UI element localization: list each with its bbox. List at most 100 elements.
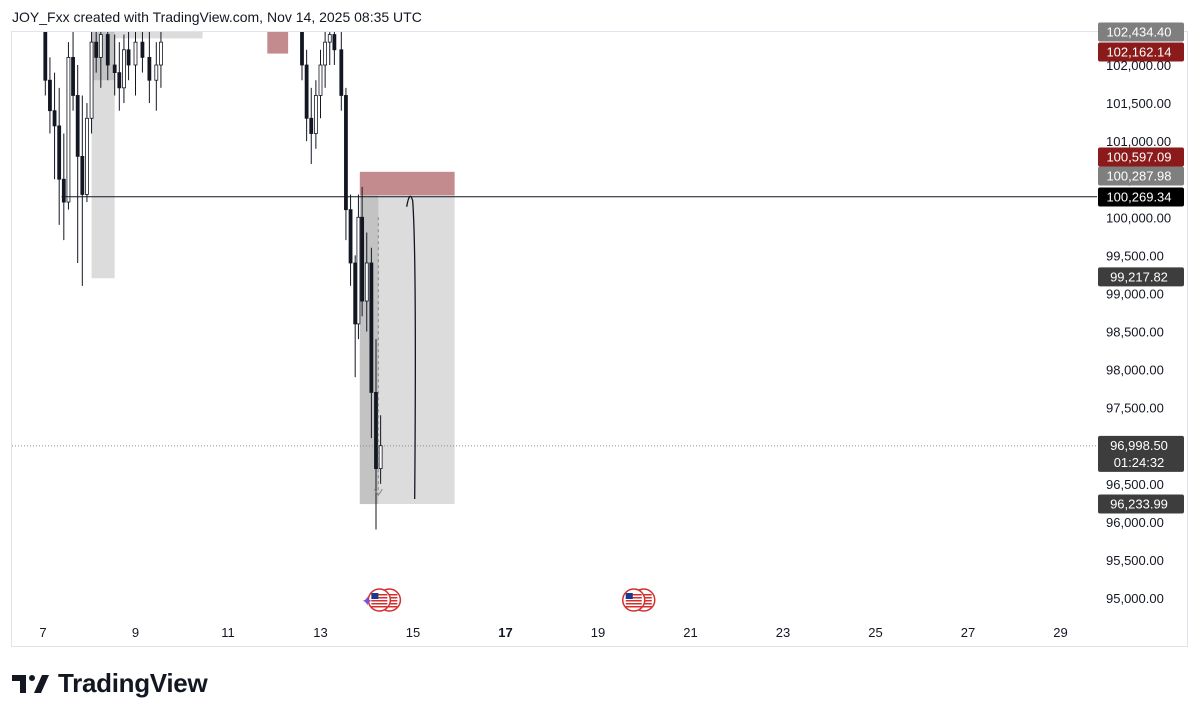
price-tag-bg xyxy=(1098,494,1184,514)
x-tick-label: 7 xyxy=(39,625,46,640)
x-tick-label: 15 xyxy=(406,625,420,640)
y-tick-label: 98,000.00 xyxy=(1106,363,1164,378)
price-tag: 100,597.09 xyxy=(1098,147,1184,167)
candle-body xyxy=(43,32,48,81)
candle-body xyxy=(57,125,62,180)
flag-stripe xyxy=(625,597,642,599)
price-tag: 100,287.98 xyxy=(1098,166,1184,186)
y-tick-label: 96,500.00 xyxy=(1106,477,1164,492)
candles-layer xyxy=(43,32,383,530)
price-tag: 96,233.99 xyxy=(1098,494,1184,514)
candle-7 xyxy=(75,65,80,263)
candle-11 xyxy=(94,32,99,73)
candle-body xyxy=(348,209,353,264)
candle-body xyxy=(52,110,57,127)
y-tick-label: 101,000.00 xyxy=(1106,134,1171,149)
candle-22 xyxy=(159,32,163,88)
candle-body xyxy=(140,41,145,58)
candle-body xyxy=(71,56,75,96)
price-tag-label: 96,998.50 xyxy=(1110,438,1168,453)
candle-18 xyxy=(133,32,138,96)
candle-body xyxy=(339,49,344,96)
candle-body xyxy=(353,262,358,325)
flag-stripe xyxy=(635,606,652,608)
candle-39 xyxy=(374,339,378,530)
price-tag: 102,162.14 xyxy=(1098,42,1184,62)
tradingview-footer: TradingView xyxy=(12,668,208,699)
x-tick-label: 17 xyxy=(498,625,512,640)
candle-body xyxy=(327,34,332,43)
y-axis: 95,000.0095,500.0096,000.0096,500.0097,0… xyxy=(1106,58,1171,606)
candle-28 xyxy=(323,32,328,88)
candle-body xyxy=(85,117,89,195)
candle-20 xyxy=(147,32,152,104)
y-tick-label: 98,500.00 xyxy=(1106,325,1164,340)
x-tick-label: 9 xyxy=(132,625,139,640)
flag-stripe xyxy=(371,606,388,608)
flag-stripe xyxy=(381,606,398,608)
price-tag-bg xyxy=(1098,147,1184,167)
x-axis: 7 9 11 13 15 17 19 21 23 25 27 29 xyxy=(39,625,1067,640)
candle-body xyxy=(364,262,369,302)
price-tag: 96,998.50 01:24:32 xyxy=(1098,435,1184,472)
y-tick-label: 95,500.00 xyxy=(1106,553,1164,568)
us-flag-event-icon[interactable] xyxy=(622,588,646,612)
us-flag-event-icon[interactable] xyxy=(367,588,392,612)
candle-13 xyxy=(105,32,110,81)
y-tick-label: 96,000.00 xyxy=(1106,515,1164,530)
candle-8 xyxy=(80,95,85,286)
candle-1 xyxy=(48,57,52,134)
flag-stripe xyxy=(371,597,388,599)
candle-32 xyxy=(344,87,348,241)
events-layer[interactable]: ✦ xyxy=(361,588,656,612)
candle-19 xyxy=(140,32,145,73)
zones-layer xyxy=(91,32,455,505)
y-tick-label: 99,000.00 xyxy=(1106,286,1164,301)
candle-25 xyxy=(309,87,314,164)
candle-body xyxy=(117,72,122,89)
x-tick-label: 25 xyxy=(868,625,882,640)
candle-38 xyxy=(369,247,374,439)
candle-body xyxy=(374,392,378,469)
candle-body xyxy=(300,32,304,66)
candle-body xyxy=(98,34,103,58)
candle-body xyxy=(332,34,337,51)
flag-stripe xyxy=(625,606,642,608)
zone-3 xyxy=(267,32,289,54)
y-tick-label: 101,500.00 xyxy=(1106,96,1171,111)
candle-3 xyxy=(57,87,62,225)
zone-4 xyxy=(359,171,455,196)
candle-body xyxy=(360,216,365,302)
price-tag-label: 100,597.09 xyxy=(1106,150,1171,165)
lines-layer xyxy=(61,195,1097,500)
price-tag-label: 102,434.40 xyxy=(1106,25,1171,40)
price-tag-bg xyxy=(1098,42,1184,62)
candle-body xyxy=(48,79,52,112)
x-tick-label: 13 xyxy=(313,625,327,640)
candle-body xyxy=(89,41,94,119)
flag-stripe xyxy=(625,594,642,596)
candle-body xyxy=(75,95,80,157)
candle-body xyxy=(344,95,348,211)
candle-16 xyxy=(122,34,126,104)
price-tag-bg xyxy=(1098,166,1184,186)
candle-body xyxy=(133,41,138,66)
candle-40 xyxy=(378,415,383,484)
candle-body xyxy=(112,64,117,74)
flag-canton xyxy=(371,593,379,599)
price-tag: 102,434.40 xyxy=(1098,22,1184,42)
candle-24 xyxy=(304,49,309,142)
candle-6 xyxy=(71,32,75,111)
price-tag-bg xyxy=(1098,267,1184,287)
candle-body xyxy=(61,178,66,203)
candle-35 xyxy=(356,194,361,340)
candle-27 xyxy=(318,49,323,119)
flag-canton xyxy=(625,593,633,599)
candle-23 xyxy=(300,32,304,81)
candle-body xyxy=(147,56,152,81)
y-tick-label: 102,000.00 xyxy=(1106,58,1171,73)
candle-37 xyxy=(364,232,369,332)
candle-33 xyxy=(348,194,353,286)
y-tick-label: 100,000.00 xyxy=(1106,210,1171,225)
